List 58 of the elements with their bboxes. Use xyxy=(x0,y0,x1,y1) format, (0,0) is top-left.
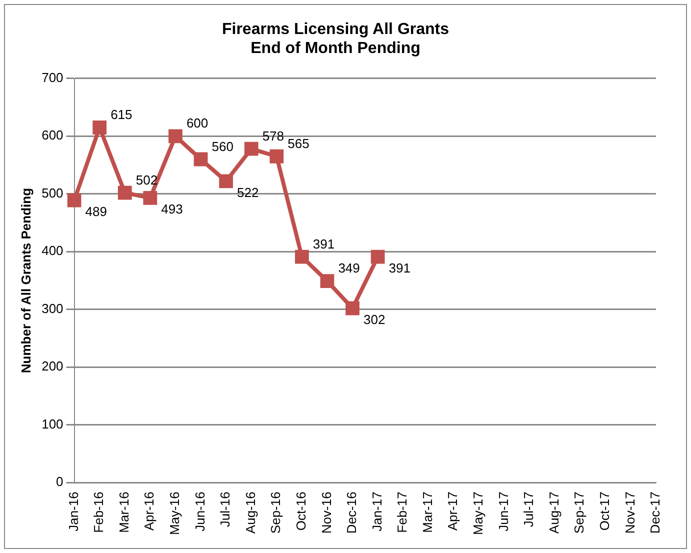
x-tick-label: Jun-17 xyxy=(496,492,511,532)
x-tick-label: Apr-17 xyxy=(445,492,460,531)
data-label: 578 xyxy=(262,128,284,144)
x-tick-label: Oct-16 xyxy=(293,492,308,531)
x-tick-label: Aug-16 xyxy=(242,492,258,534)
x-tick-label: Jan-16 xyxy=(66,492,81,532)
x-tick-label: Jul-17 xyxy=(521,492,536,528)
y-tick-label: 700 xyxy=(42,70,64,85)
data-label: 489 xyxy=(85,204,107,219)
point xyxy=(294,250,309,264)
data-label: 302 xyxy=(364,312,386,327)
y-tick-label: 600 xyxy=(42,128,64,143)
data-label: 349 xyxy=(338,260,360,276)
chart-title: Firearms Licensing All Grants End of Month Pending xyxy=(222,21,450,58)
point xyxy=(118,186,132,200)
x-tick-label: Jan-17 xyxy=(369,492,384,532)
x-tick-label: Feb-16 xyxy=(91,492,106,533)
y-tick-label: 400 xyxy=(42,243,64,258)
x-tick-label: Mar-17 xyxy=(420,492,435,533)
x-tick-label: Feb-17 xyxy=(394,492,410,533)
x-tick-label: Oct-17 xyxy=(596,492,612,531)
point xyxy=(370,250,385,264)
x-tick-label: Sep-16 xyxy=(268,492,284,534)
x-tick-label: Dec-17 xyxy=(648,492,663,534)
y-tick-label: 100 xyxy=(42,416,64,432)
data-label: 391 xyxy=(388,260,410,276)
data-label: 615 xyxy=(110,107,132,122)
y-tick-label: 200 xyxy=(42,358,64,374)
x-tick-label: Dec-16 xyxy=(344,492,360,534)
x-tick-label: May-17 xyxy=(470,492,486,536)
point xyxy=(320,274,334,288)
point xyxy=(92,120,107,134)
x-tick-label: Nov-17 xyxy=(622,492,638,534)
y-tick-label: 0 xyxy=(56,474,64,490)
point xyxy=(219,174,233,188)
point xyxy=(168,129,182,144)
y-tick-label: 500 xyxy=(42,185,64,200)
x-tick-label: Nov-16 xyxy=(318,492,334,534)
data-label: 560 xyxy=(212,138,234,154)
y-axis-title: Number of All Grants Pending xyxy=(18,188,34,374)
point xyxy=(270,149,284,164)
y-tick-label: 300 xyxy=(42,300,64,316)
data-label: 391 xyxy=(312,236,335,252)
data-label: 600 xyxy=(186,116,208,131)
x-tick-label: Mar-16 xyxy=(116,492,132,533)
data-label: 493 xyxy=(161,202,183,217)
x-tick-label: Apr-16 xyxy=(142,492,157,531)
x-tick-label: May-16 xyxy=(167,492,182,536)
x-tick-label: Aug-17 xyxy=(546,492,562,534)
x-tick-label: Sep-17 xyxy=(572,492,587,534)
x-tick-label: Jul-16 xyxy=(218,492,233,528)
x-tick-label: Jun-16 xyxy=(192,492,208,532)
point xyxy=(244,142,258,156)
data-label: 522 xyxy=(237,184,259,200)
point xyxy=(194,152,208,166)
point xyxy=(143,190,158,205)
data-label: 565 xyxy=(288,136,310,151)
point xyxy=(346,301,360,316)
